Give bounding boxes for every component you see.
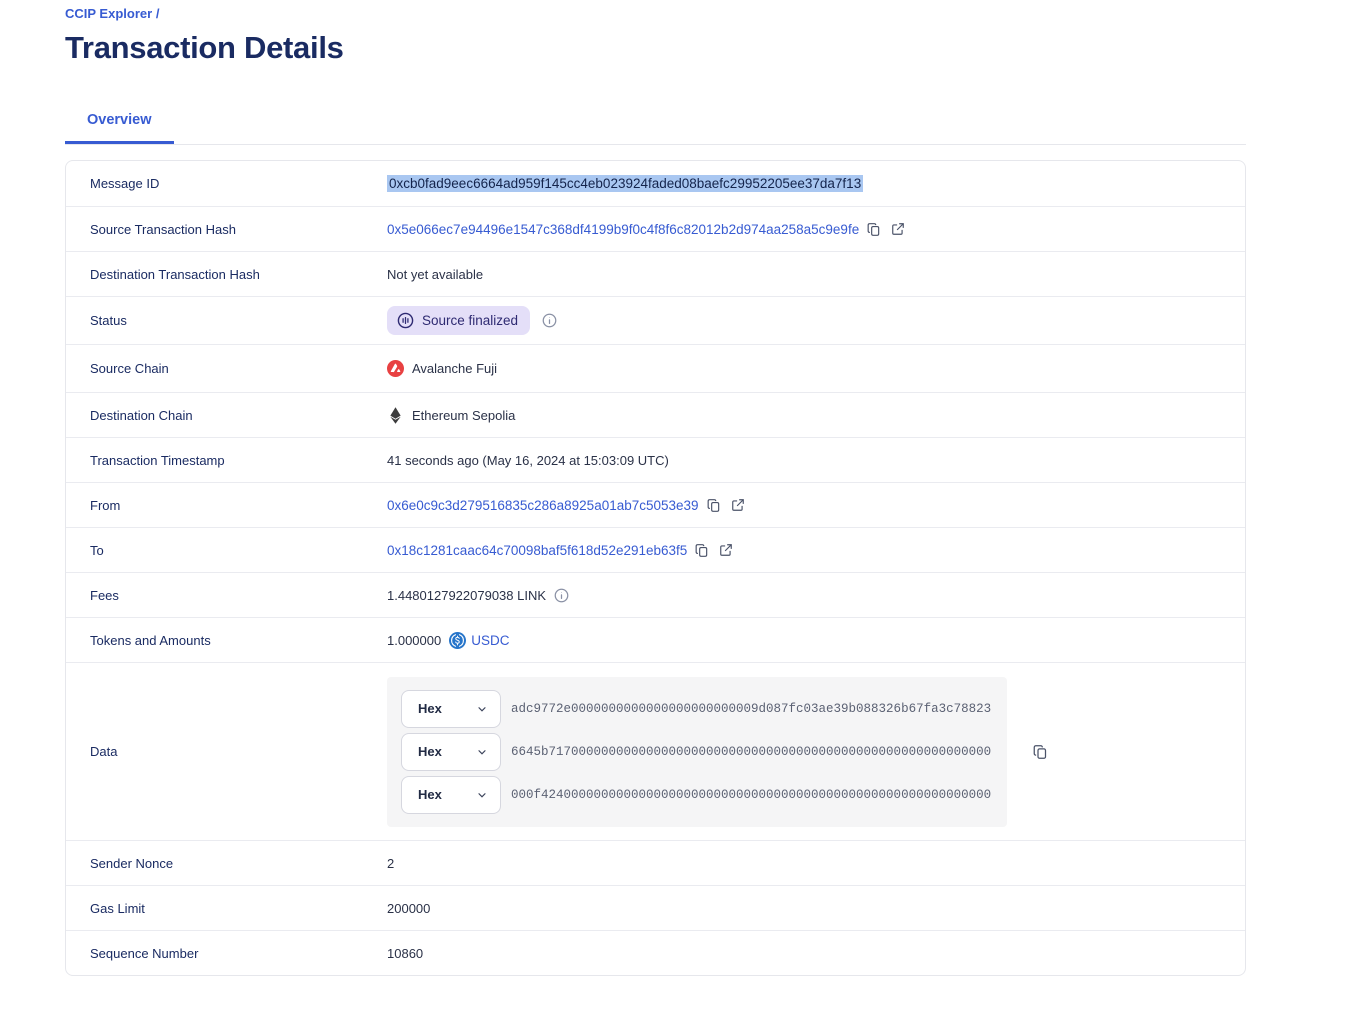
hex-format-label: Hex (418, 787, 442, 802)
row-gas-limit: Gas Limit 200000 (66, 885, 1245, 930)
hex-line: Hex adc9772e0000000000000000000000009d08… (401, 690, 993, 728)
copy-icon[interactable] (707, 498, 721, 513)
row-from: From 0x6e0c9c3d279516835c286a8925a01ab7c… (66, 482, 1245, 527)
hex-format-label: Hex (418, 701, 442, 716)
destination-chain-name: Ethereum Sepolia (412, 408, 515, 423)
chevron-down-icon (476, 789, 488, 801)
row-label: Tokens and Amounts (66, 633, 387, 648)
row-data: Data Hex adc9772e00000000000000000000000… (66, 662, 1245, 840)
sequence-number-value: 10860 (387, 946, 423, 961)
row-source-chain: Source Chain Avalanche Fuji (66, 344, 1245, 392)
row-destination-transaction-hash: Destination Transaction Hash Not yet ava… (66, 251, 1245, 296)
status-progress-icon (397, 312, 414, 329)
row-label: Sender Nonce (66, 856, 387, 871)
tab-bar: Overview (65, 103, 1246, 145)
transaction-details-page: CCIP Explorer / Transaction Details Over… (0, 0, 1354, 976)
row-message-id: Message ID 0xcb0fad9eec6664ad959f145cc4e… (66, 161, 1245, 206)
row-label: Message ID (66, 176, 387, 191)
row-destination-chain: Destination Chain Ethereum Sepolia (66, 392, 1245, 437)
hex-data-value: 6645b71700000000000000000000000000000000… (511, 745, 991, 759)
row-label: Destination Transaction Hash (66, 267, 387, 282)
row-label: Sequence Number (66, 946, 387, 961)
page-title: Transaction Details (65, 30, 1354, 66)
external-link-icon[interactable] (719, 543, 733, 557)
tab-overview[interactable]: Overview (65, 103, 174, 144)
transaction-timestamp-value: 41 seconds ago (May 16, 2024 at 15:03:09… (387, 453, 669, 468)
usdc-icon (449, 632, 466, 649)
hex-line: Hex 6645b7170000000000000000000000000000… (401, 733, 993, 771)
row-label: Data (66, 744, 387, 759)
row-label: Source Transaction Hash (66, 222, 387, 237)
external-link-icon[interactable] (891, 222, 905, 236)
fees-value: 1.4480127922079038 LINK (387, 588, 546, 603)
from-address-link[interactable]: 0x6e0c9c3d279516835c286a8925a01ab7c5053e… (387, 498, 699, 513)
external-link-icon[interactable] (731, 498, 745, 512)
row-sequence-number: Sequence Number 10860 (66, 930, 1245, 975)
row-tokens-and-amounts: Tokens and Amounts 1.000000 USDC (66, 617, 1245, 662)
row-label: Transaction Timestamp (66, 453, 387, 468)
hex-format-select[interactable]: Hex (401, 733, 501, 771)
breadcrumb-link-ccip-explorer[interactable]: CCIP Explorer (65, 6, 152, 21)
hex-format-label: Hex (418, 744, 442, 759)
row-to: To 0x18c1281caac64c70098baf5f618d52e291e… (66, 527, 1245, 572)
breadcrumb-separator: / (156, 6, 160, 21)
transaction-details-table: Message ID 0xcb0fad9eec6664ad959f145cc4e… (65, 160, 1246, 976)
hex-format-select[interactable]: Hex (401, 690, 501, 728)
row-label: From (66, 498, 387, 513)
message-id-value: 0xcb0fad9eec6664ad959f145cc4eb023924fade… (387, 175, 863, 192)
gas-limit-value: 200000 (387, 901, 430, 916)
row-label: Destination Chain (66, 408, 387, 423)
row-label: Gas Limit (66, 901, 387, 916)
copy-icon[interactable] (695, 543, 709, 558)
hex-format-select[interactable]: Hex (401, 776, 501, 814)
info-icon[interactable] (542, 313, 557, 328)
row-transaction-timestamp: Transaction Timestamp 41 seconds ago (Ma… (66, 437, 1245, 482)
row-label: Source Chain (66, 361, 387, 376)
ethereum-icon (387, 407, 404, 424)
token-symbol: USDC (471, 633, 509, 648)
hex-data-value: adc9772e0000000000000000000000009d087fc0… (511, 702, 991, 716)
token-amount: 1.000000 (387, 633, 441, 648)
data-panel: Hex adc9772e0000000000000000000000009d08… (387, 677, 1007, 827)
row-fees: Fees 1.4480127922079038 LINK (66, 572, 1245, 617)
chevron-down-icon (476, 703, 488, 715)
row-label: Fees (66, 588, 387, 603)
row-label: Status (66, 313, 387, 328)
copy-icon[interactable] (867, 222, 881, 237)
breadcrumb: CCIP Explorer / (65, 6, 1354, 21)
source-transaction-hash-link[interactable]: 0x5e066ec7e94496e1547c368df4199b9f0c4f8f… (387, 222, 859, 237)
row-source-transaction-hash: Source Transaction Hash 0x5e066ec7e94496… (66, 206, 1245, 251)
source-chain-name: Avalanche Fuji (412, 361, 497, 376)
sender-nonce-value: 2 (387, 856, 394, 871)
avalanche-icon (387, 360, 404, 377)
status-badge-label: Source finalized (422, 313, 518, 328)
hex-line: Hex 000f42400000000000000000000000000000… (401, 776, 993, 814)
row-sender-nonce: Sender Nonce 2 (66, 840, 1245, 885)
destination-transaction-hash-value: Not yet available (387, 267, 483, 282)
status-badge: Source finalized (387, 306, 530, 335)
chevron-down-icon (476, 746, 488, 758)
token-link-usdc[interactable]: USDC (449, 632, 509, 649)
row-label: To (66, 543, 387, 558)
to-address-link[interactable]: 0x18c1281caac64c70098baf5f618d52e291eb63… (387, 543, 687, 558)
copy-icon[interactable] (1033, 744, 1048, 760)
row-status: Status Source finalized (66, 296, 1245, 344)
info-icon[interactable] (554, 588, 569, 603)
hex-data-value: 000f424000000000000000000000000000000000… (511, 788, 991, 802)
